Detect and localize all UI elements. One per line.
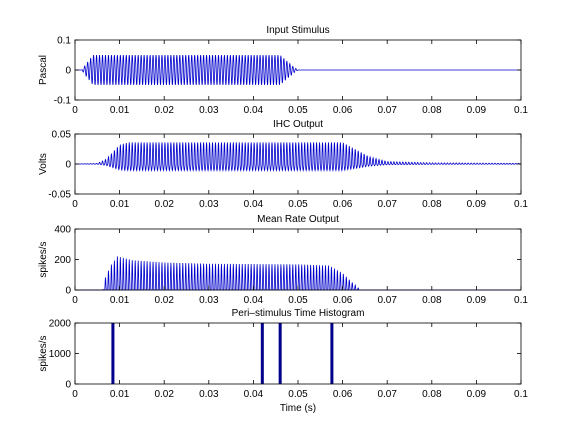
x-tick-label: 0.05 [288, 295, 308, 306]
y-tick-label: 1000 [49, 349, 72, 360]
y-tick-label: 0 [65, 286, 71, 297]
x-tick-label: 0.04 [244, 105, 264, 116]
x-tick-label: 0.03 [199, 389, 219, 400]
x-tick-label: 0.07 [377, 199, 397, 210]
x-tick-label: 0.07 [377, 295, 397, 306]
y-tick-label: 0.1 [57, 36, 71, 47]
series-trace-ihc-output [75, 142, 522, 172]
x-tick-label: 0.07 [377, 389, 397, 400]
y-tick-label: 0.05 [52, 130, 72, 141]
x-tick-label: 0.08 [422, 199, 442, 210]
psth-bar-1 [111, 323, 115, 384]
psth-bar-4 [330, 323, 334, 384]
y-tick-label: -0.05 [48, 190, 71, 201]
y-axis-label: Volts [38, 153, 49, 175]
y-tick-label: 0 [65, 66, 71, 77]
x-tick-label: 0.05 [288, 389, 308, 400]
x-tick-label: 0.02 [154, 389, 174, 400]
x-tick-label: 0.07 [377, 105, 397, 116]
y-tick-label: 400 [54, 225, 71, 236]
chart-mean-rate-output: 0 0.01 0.02 0.03 0.04 0.05 0.06 0.07 0.08 0.09 0.1… [38, 214, 528, 306]
chart-title: Mean Rate Output [257, 214, 339, 225]
chart-input-stimulus: 0 0.01 0.02 0.03 0.04 0.05 0.06 0.07 0.08 0.09 0.1… [38, 25, 528, 116]
chart-title: Peri–stimulus Time Histogram [232, 308, 365, 319]
x-tick-label: 0.09 [467, 199, 487, 210]
x-tick-label: 0.1 [514, 389, 528, 400]
x-tick-label: 0.03 [199, 295, 219, 306]
y-tick-label: 200 [54, 255, 71, 266]
plot-area [75, 323, 521, 384]
x-tick-label: 0 [72, 105, 78, 116]
x-tick-label: 0.06 [333, 295, 353, 306]
x-tick-label: 0 [72, 295, 78, 306]
x-tick-label: 0 [72, 199, 78, 210]
x-tick-label: 0.1 [514, 199, 528, 210]
psth-bar-3 [278, 323, 282, 384]
x-tick-label: 0.01 [110, 105, 130, 116]
x-tick-label: 0.06 [333, 199, 353, 210]
series-trace-input-stimulus [75, 54, 521, 86]
x-tick-label: 0.03 [199, 199, 219, 210]
x-tick-label: 0.02 [154, 199, 174, 210]
x-tick-label: 0.02 [154, 295, 174, 306]
x-tick-label: 0.04 [244, 295, 264, 306]
chart-psth: 0 0.01 0.02 0.03 0.04 0.05 0.06 0.07 0.08 0.09 0.1… [38, 308, 528, 414]
chart-title: IHC Output [273, 119, 323, 130]
x-tick-label: 0.01 [110, 199, 130, 210]
x-tick-label: 0.09 [467, 105, 487, 116]
x-tick-label: 0.08 [422, 295, 442, 306]
x-tick-label: 0.09 [467, 389, 487, 400]
x-tick-label: 0.1 [514, 105, 528, 116]
x-tick-label: 0.08 [422, 389, 442, 400]
x-tick-label: 0.01 [110, 389, 130, 400]
x-tick-label: 0.03 [199, 105, 219, 116]
x-tick-label: 0.08 [422, 105, 442, 116]
psth-bar-2 [260, 323, 264, 384]
x-tick-label: 0.01 [110, 295, 130, 306]
x-tick-label: 0.02 [154, 105, 174, 116]
chart-title: Input Stimulus [266, 25, 329, 36]
x-tick-label: 0.06 [333, 105, 353, 116]
x-tick-label: 0.05 [288, 199, 308, 210]
y-axis-label: spikes/s [38, 241, 49, 277]
x-tick-label: 0 [72, 389, 78, 400]
chart-ihc-output: 0 0.01 0.02 0.03 0.04 0.05 0.06 0.07 0.08 0.09 0.1… [38, 119, 528, 210]
y-axis-label: Pascal [38, 55, 49, 85]
x-axis-label: Time (s) [280, 403, 316, 414]
x-tick-label: 0.05 [288, 105, 308, 116]
y-tick-label: -0.1 [54, 96, 72, 107]
y-tick-label: 0 [65, 380, 71, 391]
x-tick-label: 0.04 [244, 389, 264, 400]
x-tick-label: 0.09 [467, 295, 487, 306]
y-axis-label: spikes/s [38, 335, 49, 371]
x-tick-label: 0.1 [514, 295, 528, 306]
x-tick-label: 0.06 [333, 389, 353, 400]
y-tick-label: 2000 [49, 319, 72, 330]
y-tick-label: 0 [65, 160, 71, 171]
x-tick-label: 0.04 [244, 199, 264, 210]
